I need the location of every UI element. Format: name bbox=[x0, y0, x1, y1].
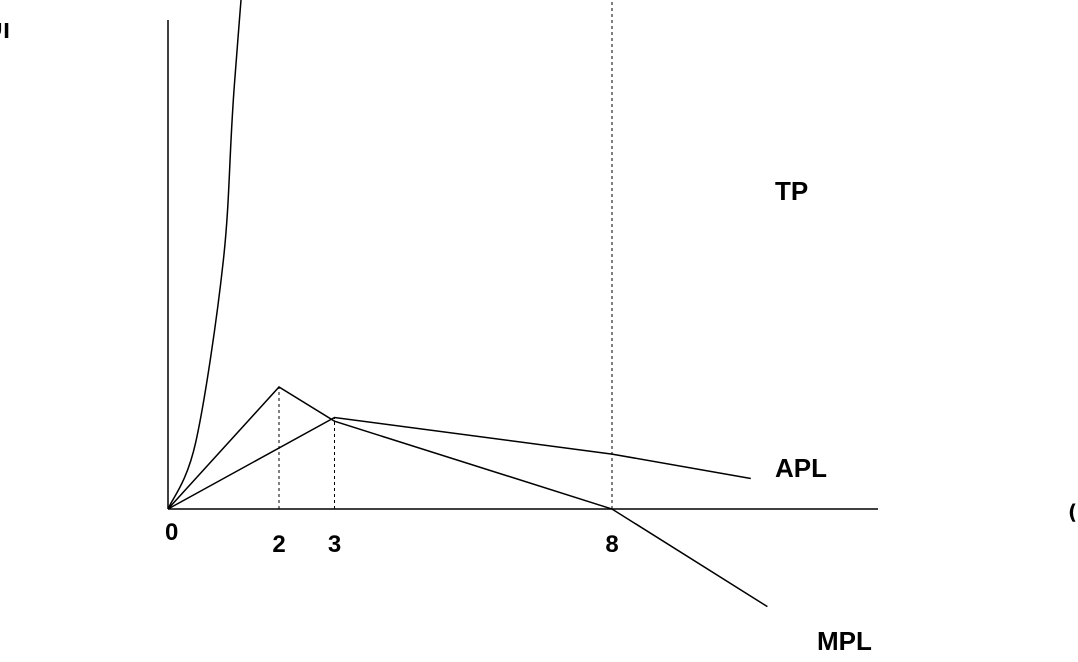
origin-label: 0 bbox=[165, 519, 178, 546]
series-label-mpl: MPL bbox=[817, 626, 872, 656]
series-apl-line bbox=[168, 418, 751, 510]
series-tp-line bbox=[168, 0, 712, 509]
series-label-apl: APL bbox=[775, 453, 827, 483]
series-mpl-line bbox=[168, 387, 767, 607]
x-tick-label: 3 bbox=[328, 531, 341, 558]
x-axis-title: عدد العمال (L) bbox=[1068, 500, 1078, 524]
series-label-tp: TP bbox=[775, 176, 808, 206]
x-tick-label: 2 bbox=[272, 531, 285, 558]
y-axis-title: الإنتاج (Q) bbox=[0, 19, 10, 43]
x-tick-label: 8 bbox=[605, 531, 618, 558]
